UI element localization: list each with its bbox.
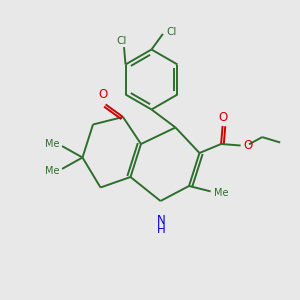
Text: Cl: Cl	[167, 27, 177, 38]
Text: O: O	[99, 88, 108, 101]
Text: O: O	[218, 111, 227, 124]
Text: Me: Me	[45, 139, 59, 149]
Text: Me: Me	[214, 188, 228, 198]
Text: Cl: Cl	[116, 36, 127, 46]
Text: O: O	[244, 139, 253, 152]
Text: N: N	[157, 214, 166, 226]
Text: Me: Me	[45, 166, 59, 176]
Text: H: H	[157, 223, 166, 236]
